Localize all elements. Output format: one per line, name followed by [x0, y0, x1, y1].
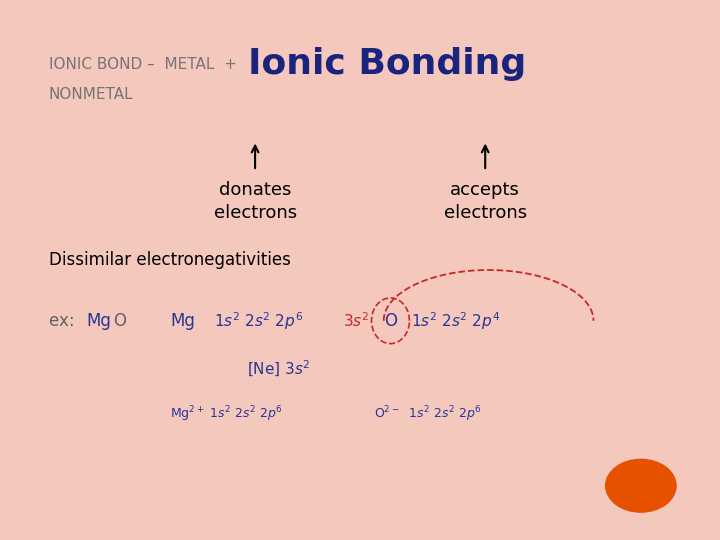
Text: accepts
electrons: accepts electrons: [444, 181, 527, 221]
Text: 3$s^2$: 3$s^2$: [343, 312, 369, 330]
Text: NONMETAL: NONMETAL: [49, 87, 133, 103]
Text: O: O: [113, 312, 126, 330]
Text: Mg: Mg: [86, 312, 111, 330]
Text: ex:: ex:: [49, 312, 79, 330]
Text: Ionic Bonding: Ionic Bonding: [248, 48, 526, 82]
Text: Dissimilar electronegativities: Dissimilar electronegativities: [49, 251, 291, 269]
Text: Mg$^{2+}$ 1$s^2$ 2$s^2$ 2$p^6$: Mg$^{2+}$ 1$s^2$ 2$s^2$ 2$p^6$: [171, 405, 283, 424]
Text: 1$s^2$ 2$s^2$ 2$p^4$: 1$s^2$ 2$s^2$ 2$p^4$: [410, 310, 500, 332]
Circle shape: [606, 460, 676, 512]
Text: 1$s^2$ 2$s^2$ 2$p^6$: 1$s^2$ 2$s^2$ 2$p^6$: [215, 310, 304, 332]
Text: O$^{2-}$  1$s^2$ 2$s^2$ 2$p^6$: O$^{2-}$ 1$s^2$ 2$s^2$ 2$p^6$: [374, 405, 482, 424]
Text: donates
electrons: donates electrons: [214, 181, 297, 221]
Text: Mg: Mg: [171, 312, 195, 330]
Text: [Ne] 3$s^2$: [Ne] 3$s^2$: [247, 359, 310, 379]
Text: O: O: [384, 312, 397, 330]
Text: IONIC BOND –  METAL  +: IONIC BOND – METAL +: [49, 57, 237, 72]
